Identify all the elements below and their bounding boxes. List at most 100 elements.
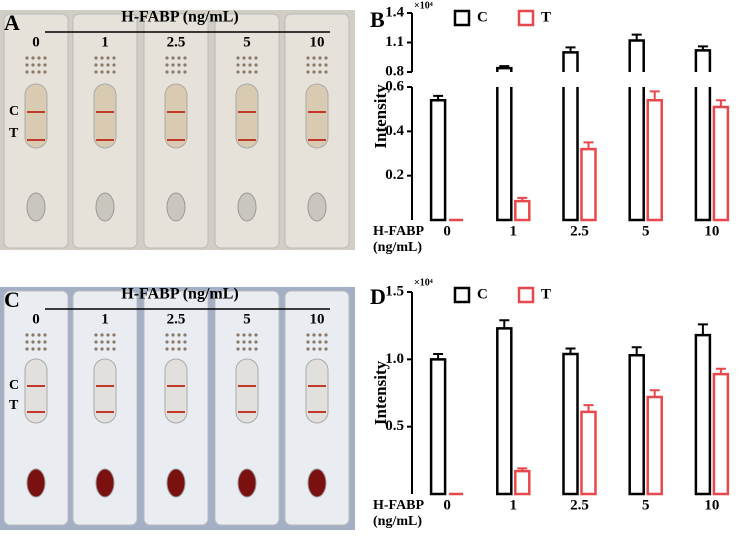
strip-dot [112, 340, 116, 344]
strip-dot [183, 56, 187, 60]
strip-dot [236, 63, 240, 67]
panel-letter: D [370, 284, 386, 309]
strip-dot [43, 340, 47, 344]
bar [628, 354, 645, 496]
lane-label: 2.5 [167, 34, 186, 50]
strip-dot [31, 63, 35, 67]
strip-dot [248, 340, 252, 344]
strip-dot [43, 347, 47, 351]
sample-well [237, 192, 257, 222]
strip-dot [236, 70, 240, 74]
y-tick-label: 0.6 [385, 78, 404, 94]
strip-dot [31, 333, 35, 337]
error-bar [433, 352, 444, 360]
strip-dot [112, 56, 116, 60]
strip-dot [94, 333, 98, 337]
x-tick-label: 0 [443, 497, 451, 513]
strip-dot [112, 63, 116, 67]
lane-label: 0 [32, 311, 40, 327]
sample-well [166, 468, 186, 498]
strip-dot [94, 63, 98, 67]
strip-dot [100, 70, 104, 74]
lane-label: 5 [243, 34, 251, 50]
line-label: C [9, 378, 19, 393]
strip-window [305, 358, 329, 424]
strip-dot [177, 333, 181, 337]
panel-letter: B [370, 7, 385, 32]
lane-label: 0 [32, 34, 40, 50]
strip-dot [100, 347, 104, 351]
sample-well [95, 468, 115, 498]
strip-dot [100, 56, 104, 60]
strip-dot [177, 340, 181, 344]
strip-window [305, 83, 329, 149]
sample-well [307, 192, 327, 222]
error-bar [499, 65, 510, 69]
strip-dot [324, 56, 328, 60]
x-tick-label: 5 [642, 223, 650, 239]
photo-title: H-FABP (ng/mL) [121, 9, 238, 26]
legend-swatch [517, 9, 535, 27]
strip-dot [242, 56, 246, 60]
strip-dot [25, 340, 29, 344]
strip-dot [94, 56, 98, 60]
strip-dot [236, 333, 240, 337]
strip-dot [165, 56, 169, 60]
x-tick-label: 2.5 [570, 223, 589, 239]
strip-dot [25, 333, 29, 337]
bar [646, 395, 663, 496]
x-tick-label: 1 [510, 497, 518, 513]
error-bar [715, 99, 726, 107]
strip-window [235, 358, 259, 424]
strip-dot [236, 340, 240, 344]
strip-dot [25, 347, 29, 351]
y-multiplier: ×10⁴ [414, 0, 433, 11]
strip-dot [306, 70, 310, 74]
y-tick-label: 0.4 [385, 123, 404, 139]
strip-dot [106, 70, 110, 74]
y-tick-label: 0.2 [385, 167, 404, 183]
strip-dot [177, 347, 181, 351]
strip-dot [37, 333, 41, 337]
strip-window [235, 83, 259, 149]
strip-dot [165, 347, 169, 351]
strip-dot [177, 70, 181, 74]
lane-label: 10 [310, 34, 325, 50]
bar [694, 333, 712, 496]
error-bar [649, 90, 660, 101]
strip-dot [248, 63, 252, 67]
strip-dot [171, 70, 175, 74]
x-tick-label: 5 [642, 497, 650, 513]
error-bar [631, 33, 642, 41]
strip-dot [254, 333, 258, 337]
strip-dot [171, 63, 175, 67]
sample-well [95, 192, 115, 222]
panel-letter: A [4, 10, 20, 35]
strip-window [24, 83, 48, 149]
strip-window [164, 83, 188, 149]
strip-dot [100, 63, 104, 67]
strip-dot [242, 347, 246, 351]
x-axis-label: (ng/mL) [373, 240, 422, 255]
x-tick-label: 0 [443, 223, 451, 239]
strip-dot [306, 56, 310, 60]
strip-dot [183, 70, 187, 74]
sample-well [237, 468, 257, 498]
strip-window [24, 358, 48, 424]
y-tick-label: 1.5 [385, 283, 404, 299]
bar [429, 99, 447, 222]
bar [562, 352, 579, 496]
legend-swatch [517, 286, 535, 304]
legend-label: T [541, 286, 551, 302]
strip-dot [100, 340, 104, 344]
strip-dot [177, 56, 181, 60]
bar [562, 51, 579, 222]
bar [514, 199, 531, 222]
strip-dot [242, 340, 246, 344]
strip-dot [248, 347, 252, 351]
bar [646, 99, 663, 222]
strip-dot [242, 333, 246, 337]
strip-dot [171, 340, 175, 344]
strip-dot [306, 347, 310, 351]
strip-dot [242, 63, 246, 67]
